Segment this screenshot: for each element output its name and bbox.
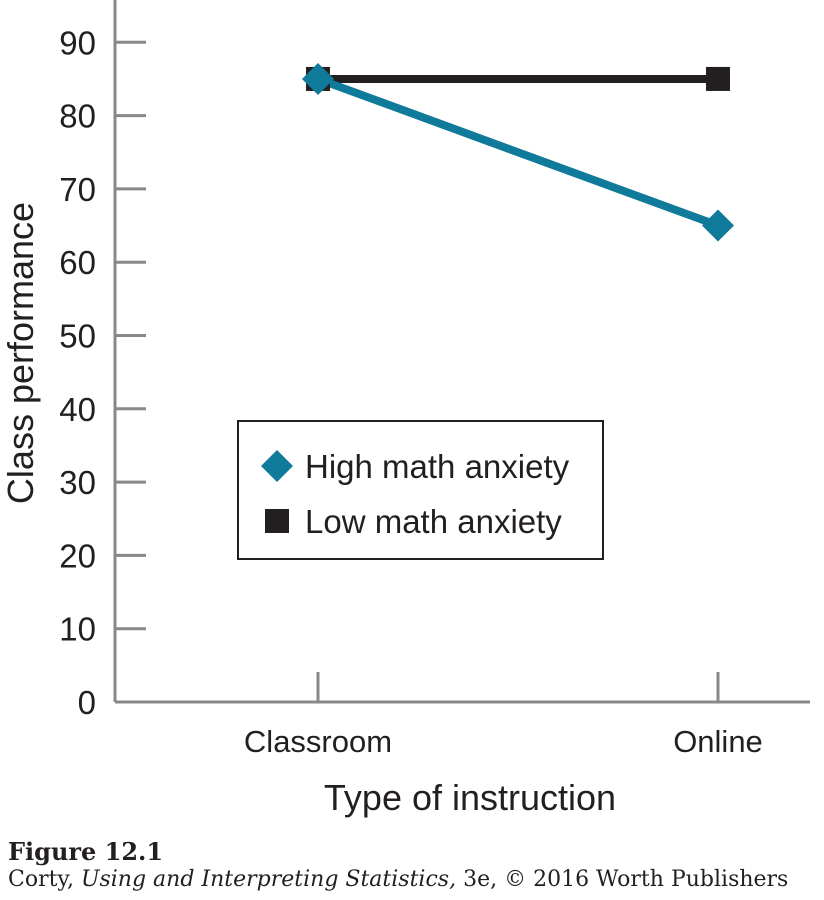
y-tick-label: 30	[59, 464, 96, 501]
line-chart: 0 10 20 30 40 50 60 70 80 90 Classroom Online High…	[0, 0, 810, 818]
credit-edition-publisher: 3e, © 2016 Worth Publishers	[463, 867, 789, 892]
credit-author: Corty,	[8, 867, 74, 892]
series-layer	[302, 62, 734, 242]
x-tick-label: Online	[673, 724, 763, 759]
y-tick-label: 20	[59, 537, 96, 574]
y-axis-title: Class performance	[0, 202, 41, 504]
legend: High math anxiety Low math anxiety	[237, 420, 604, 560]
y-tick-label: 70	[59, 171, 96, 208]
legend-label: Low math anxiety	[305, 503, 562, 540]
data-point-high-math-anxiety	[702, 209, 734, 242]
y-tick-label: 40	[59, 391, 96, 428]
legend-marker-diamond	[261, 450, 293, 482]
legend-marker-square	[265, 509, 289, 533]
figure-caption: Figure 12.1 Corty, Using and Interpretin…	[8, 838, 824, 894]
y-tick-label: 0	[78, 684, 96, 721]
data-point-high-math-anxiety	[302, 62, 334, 95]
y-tick-label: 50	[59, 318, 96, 355]
x-tick-label: Classroom	[244, 724, 392, 759]
x-axis-title: Type of instruction	[324, 777, 616, 818]
y-tick-label: 10	[59, 611, 96, 648]
legend-box	[237, 420, 604, 560]
credit-book-title: Using and Interpreting Statistics,	[80, 867, 457, 892]
y-axis: 0 10 20 30 40 50 60 70 80 90	[59, 0, 146, 721]
figure-credit: Corty, Using and Interpreting Statistics…	[8, 866, 824, 894]
data-point-low-math-anxiety	[706, 66, 730, 91]
y-tick-label: 80	[59, 98, 96, 135]
legend-label: High math anxiety	[305, 448, 570, 485]
y-tick-label: 90	[59, 24, 96, 61]
x-axis: Classroom Online	[115, 672, 810, 759]
series-line-high-math-anxiety	[316, 75, 720, 230]
y-tick-label: 60	[59, 244, 96, 281]
figure-label: Figure 12.1	[8, 837, 164, 866]
